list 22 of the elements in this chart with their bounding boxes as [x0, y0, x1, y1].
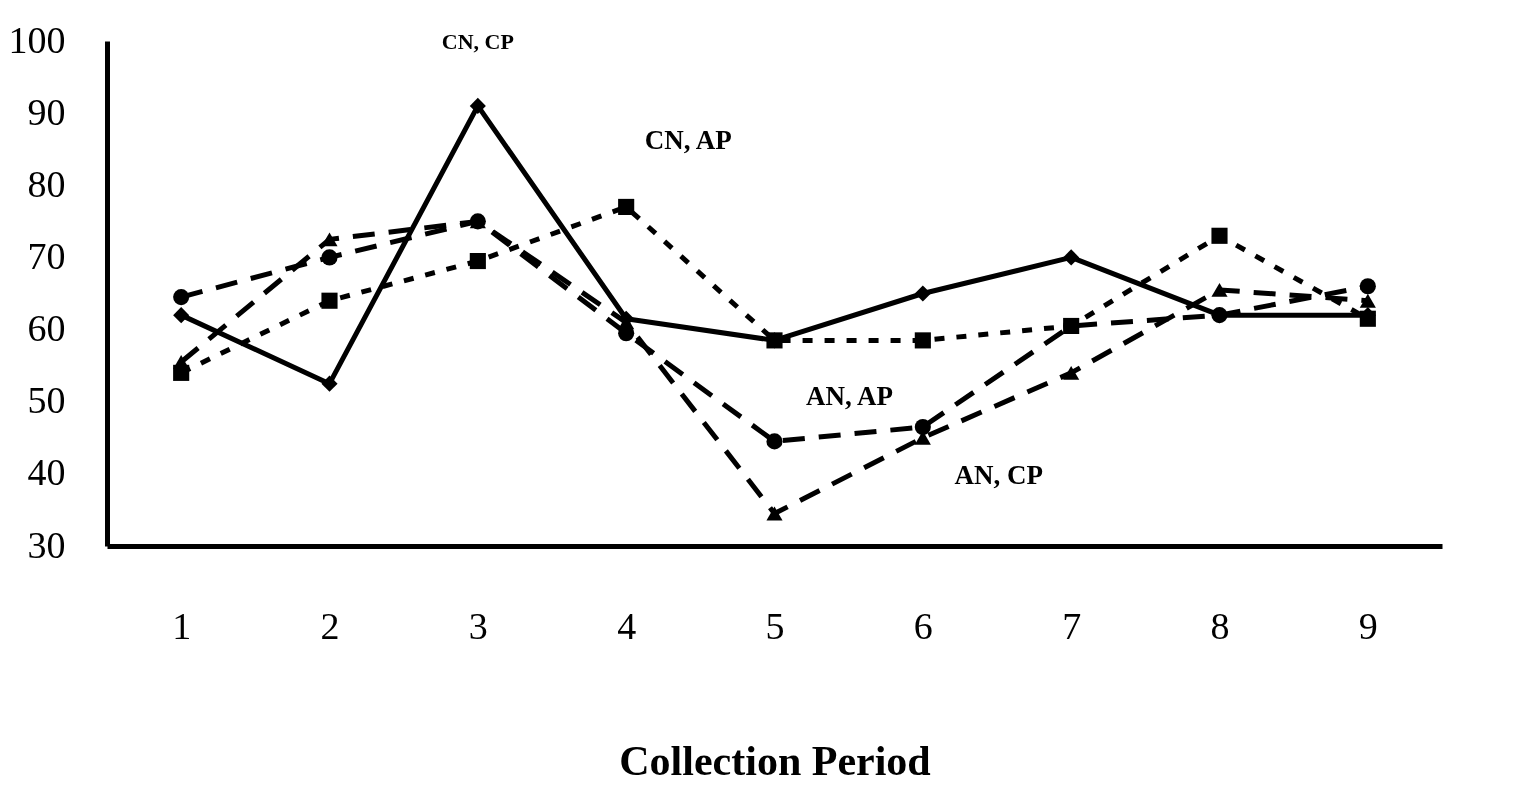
y-tick-label: 30: [27, 523, 66, 566]
x-tick-label: 4: [617, 604, 637, 647]
text: CN, CP: [441, 28, 514, 54]
x-tick-label: 2: [320, 604, 340, 647]
x-tick-label: 8: [1210, 604, 1230, 647]
y-tick-label: 100: [8, 18, 66, 61]
series-label: AN, AP: [806, 381, 893, 412]
x-tick-label: 3: [468, 604, 488, 647]
x-tick-label: 6: [913, 604, 933, 647]
x-tick-label: 9: [1358, 604, 1378, 647]
x-axis-title: Collection Period: [619, 737, 931, 784]
series-label: AN, CP: [954, 459, 1044, 490]
y-tick-label: 70: [27, 234, 66, 277]
x-tick-label: 1: [172, 604, 192, 647]
y-tick-label: 80: [27, 162, 66, 205]
series-label: CN, AP: [644, 124, 732, 155]
y-tick-label: 90: [27, 90, 66, 133]
y-tick-label: 60: [27, 307, 66, 350]
x-tick-label: 7: [1062, 604, 1082, 647]
y-tick-label: 40: [27, 451, 66, 494]
y-tick-label: 50: [27, 379, 66, 422]
x-tick-label: 5: [765, 604, 785, 647]
